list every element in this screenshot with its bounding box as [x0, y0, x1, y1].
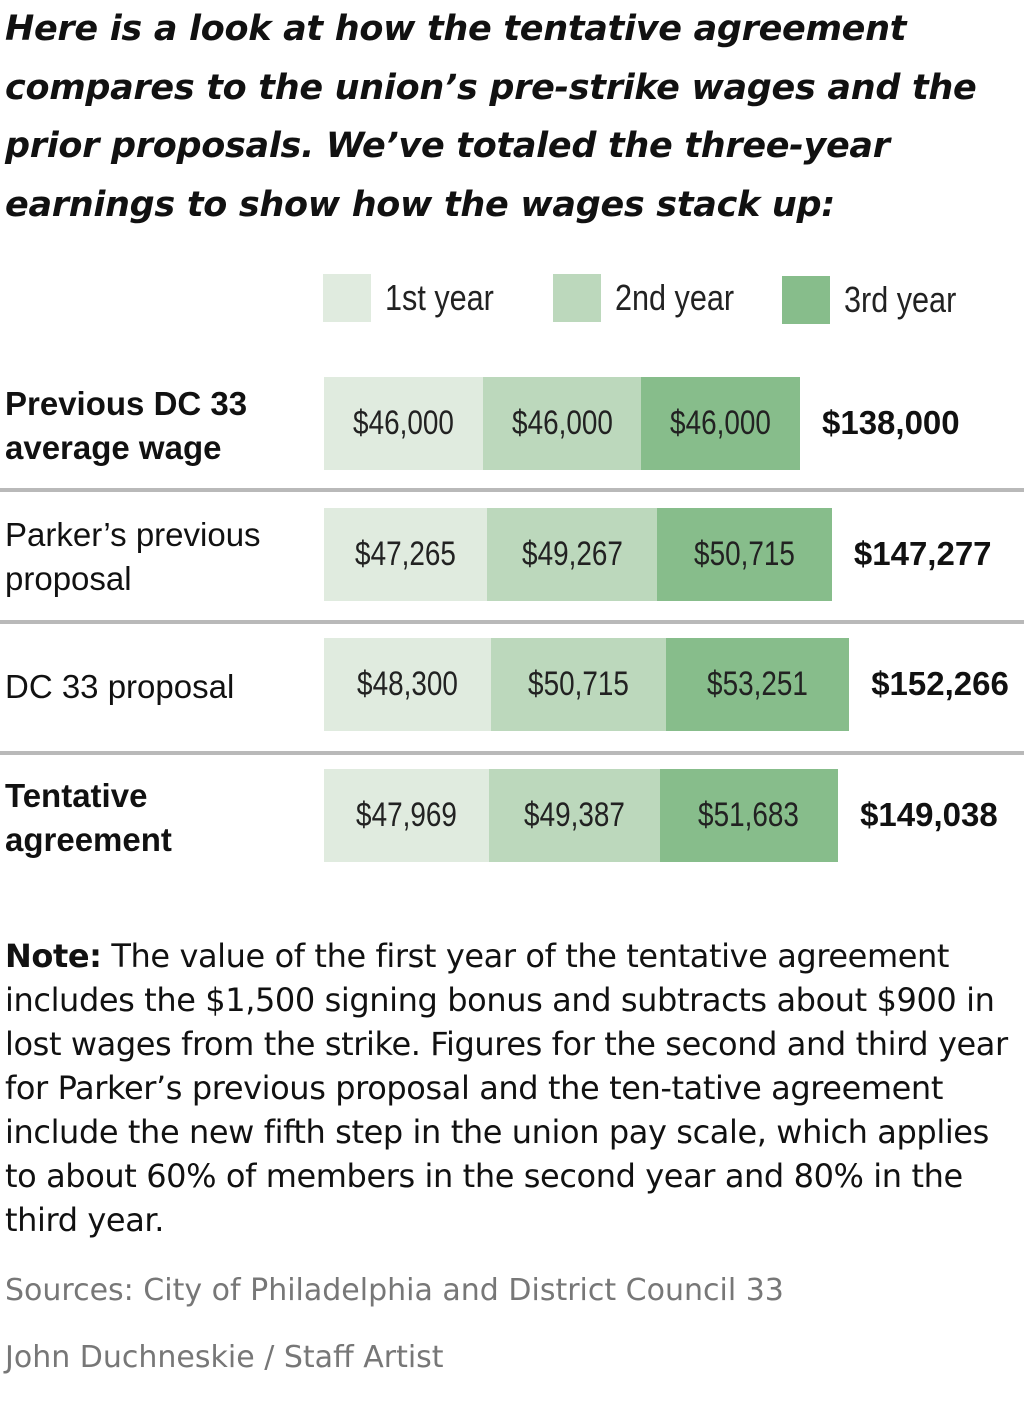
legend-item-year-1: 1st year — [323, 274, 513, 322]
bar-value-label: $53,251 — [706, 665, 808, 703]
legend-swatch-year-3 — [782, 276, 830, 324]
row-total: $149,038 — [860, 795, 998, 833]
bar-segment-year-2: $49,387 — [489, 769, 660, 862]
bar-value-label: $49,387 — [524, 796, 626, 834]
legend-label-year-3: 3rd year — [844, 279, 957, 320]
credit-line: John Duchneskie / Staff Artist — [5, 1340, 444, 1375]
bar-value-label: $47,265 — [355, 535, 456, 573]
row-total: $147,277 — [853, 534, 992, 572]
note-head: Note: — [5, 937, 102, 975]
bar-segment-year-2: $49,267 — [487, 508, 657, 601]
headline: Here is a look at how the tentative agre… — [5, 9, 977, 225]
bar-segment-year-3: $53,251 — [665, 638, 850, 731]
row-label: Previous DC 33 average wage — [5, 384, 248, 466]
bar-segment-year-1: $47,969 — [324, 769, 490, 862]
row-label: Tentative agreement — [5, 776, 172, 858]
bar-segment-year-1: $48,300 — [324, 638, 491, 731]
note-text: The value of the first year of the tenta… — [5, 937, 1008, 1239]
row-label: Parker’s previous proposal — [5, 515, 261, 597]
bar-segment-year-3: $51,683 — [659, 769, 839, 862]
bar-segment-year-3: $50,715 — [656, 508, 832, 601]
row-total: $152,266 — [871, 664, 1009, 702]
row-label: DC 33 proposal — [5, 667, 235, 705]
bar-value-label: $46,000 — [511, 404, 613, 442]
note: Note: The value of the first year of the… — [5, 934, 1015, 1242]
legend-item-year-3: 3rd year — [782, 276, 976, 324]
row-divider — [0, 488, 1024, 492]
bar-value-label: $50,715 — [694, 535, 795, 573]
bar-segment-year-3: $46,000 — [641, 377, 800, 470]
legend-label-year-1: 1st year — [385, 277, 494, 318]
bar-value-label: $49,267 — [521, 535, 623, 573]
bar-value-label: $46,000 — [670, 404, 772, 442]
bar-segment-year-2: $46,000 — [482, 377, 642, 470]
bar-value-label: $47,969 — [356, 796, 458, 834]
row-divider — [0, 620, 1024, 624]
bar-value-label: $51,683 — [698, 796, 800, 834]
source-line: Sources: City of Philadelphia and Distri… — [5, 1273, 784, 1308]
bar-segment-year-1: $47,265 — [324, 508, 488, 601]
row-total: $138,000 — [822, 403, 960, 441]
legend-swatch-year-2 — [553, 274, 601, 322]
legend-label-year-2: 2nd year — [615, 277, 735, 318]
bar-segment-year-1: $46,000 — [324, 377, 483, 470]
bar-value-label: $50,715 — [527, 665, 629, 703]
row-divider — [0, 751, 1024, 755]
legend-item-year-2: 2nd year — [553, 274, 755, 322]
bar-value-label: $48,300 — [356, 665, 458, 703]
bar-segment-year-2: $50,715 — [490, 638, 666, 731]
bar-value-label: $46,000 — [352, 404, 454, 442]
legend-swatch-year-1 — [323, 274, 371, 322]
